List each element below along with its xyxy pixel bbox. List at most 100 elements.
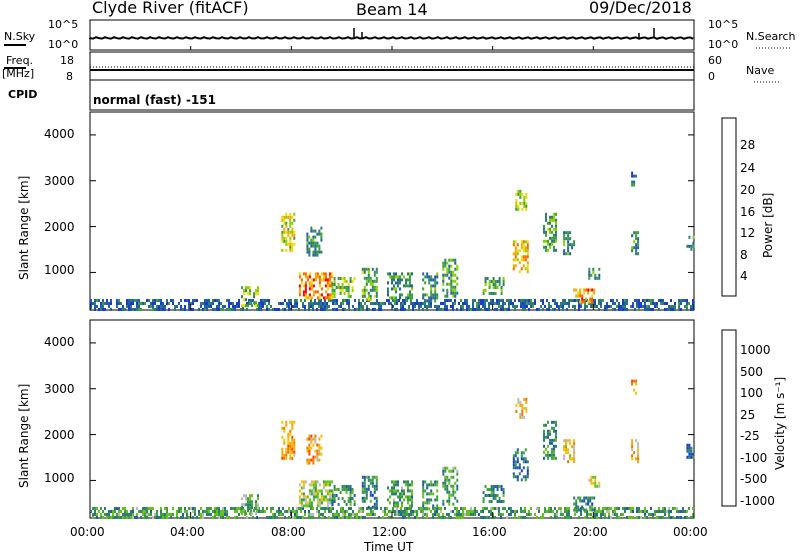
velocity-cell [320,489,323,493]
velocity-cell [257,503,259,507]
power-cell [372,302,374,305]
power-cell [288,302,290,305]
power-cell [341,289,344,292]
velocity-cell [330,480,333,484]
velocity-cell [112,510,114,513]
power-cell [407,278,409,282]
power-cell [664,308,666,311]
power-cell [166,302,168,305]
power-cell [368,308,370,311]
velocity-cell [614,507,616,510]
velocity-cell [520,469,523,473]
velocity-cell [403,480,405,484]
velocity-cell [628,516,630,519]
power-cell [308,284,311,288]
velocity-cell [668,507,670,510]
velocity-cell [553,420,555,424]
velocity-cell [519,415,522,419]
power-cell [154,302,156,305]
velocity-cell [633,388,636,392]
power-cell [631,171,634,175]
power-cell [578,305,580,308]
velocity-cell [188,507,190,510]
power-cell [312,293,315,297]
velocity-cell [349,485,352,488]
velocity-cell [692,455,695,459]
cpid-strip-frame [89,79,695,111]
velocity-cell [112,516,114,519]
power-cell [631,249,634,253]
power-cell [300,281,303,285]
power-cell [442,288,445,292]
velocity-cell [444,487,447,491]
power-cell [367,267,370,271]
power-cell [591,288,594,292]
velocity-cell [456,507,458,510]
power-cell [400,305,402,308]
power-cell [560,305,562,308]
power-cell [549,236,551,240]
power-cell [188,308,190,311]
power-cell [100,302,102,305]
velocity-cell [391,486,393,490]
power-cell [224,305,226,308]
power-cell [328,305,330,308]
power-cell [375,294,378,298]
velocity-cell [343,488,346,491]
velocity-cell [100,507,102,510]
velocity-cell [92,513,94,516]
velocity-cell [448,490,451,494]
power-cell [314,244,317,248]
power-cell [302,305,304,308]
velocity-cell [340,507,342,510]
power-cell [228,308,230,311]
power-cell [306,244,309,248]
velocity-cell [326,483,329,487]
power-cell [526,302,528,305]
power-cell [502,283,505,286]
velocity-cell [328,480,331,484]
velocity-cell [346,510,348,513]
velocity-cell [349,500,352,503]
velocity-cell [249,506,251,510]
velocity-cell [583,499,586,503]
power-cell [358,299,360,302]
velocity-cell [492,491,495,494]
power-cell [268,302,270,305]
power-cell [333,289,336,292]
power-cell [312,302,314,305]
power-cell [391,275,393,279]
velocity-cell [553,426,555,430]
velocity-cell [407,489,409,493]
power-cell [466,308,468,311]
power-cell [251,304,253,308]
velocity-cell [146,516,148,519]
power-cell [232,305,234,308]
power-cbar-tick-24: 24 [740,161,756,175]
velocity-cell [587,499,590,503]
power-cell [555,218,557,222]
power-cell [310,299,312,302]
velocity-cell [585,502,588,506]
velocity-cell [298,501,301,505]
power-cell [289,236,292,240]
power-cell [440,302,442,305]
velocity-cell [363,481,366,485]
power-cell [553,233,555,237]
velocity-cell [180,510,182,513]
velocity-cell [184,510,186,513]
velocity-cell [142,513,144,516]
velocity-cell [224,507,226,510]
power-cell [110,302,112,305]
power-cell [592,267,595,271]
velocity-cell [581,499,584,503]
power-cell [446,294,449,298]
velocity-cell [682,507,684,510]
power-cell [454,267,457,271]
velocity-cell [514,513,516,516]
power-cell [310,287,313,291]
power-cell [318,244,321,248]
power-cell [633,174,636,178]
velocity-cell [568,507,570,510]
velocity-cell [334,513,336,516]
